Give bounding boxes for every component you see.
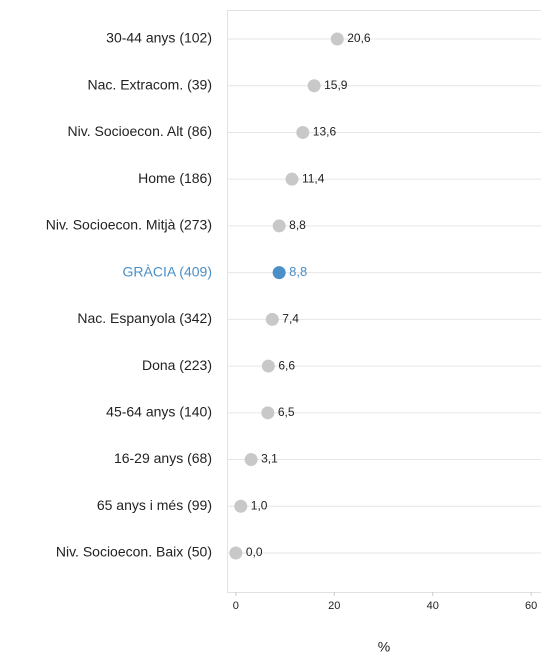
y-tick-label: Dona (223) bbox=[142, 357, 212, 373]
y-tick-label: Niv. Socioecon. Alt (86) bbox=[68, 123, 212, 139]
dot bbox=[285, 172, 299, 186]
value-label: 6,6 bbox=[278, 358, 295, 372]
dot bbox=[234, 499, 248, 513]
y-tick-label: 45-64 anys (140) bbox=[106, 404, 212, 420]
value-label: 7,4 bbox=[282, 312, 299, 326]
dot bbox=[261, 359, 275, 373]
dot bbox=[272, 266, 286, 280]
y-tick-label: Nac. Extracom. (39) bbox=[88, 76, 212, 92]
plot-frame bbox=[227, 10, 541, 593]
y-tick-label: 16-29 anys (68) bbox=[114, 450, 212, 466]
value-label: 6,5 bbox=[278, 405, 295, 419]
x-tick-label: 40 bbox=[427, 600, 439, 612]
value-label: 13,6 bbox=[313, 125, 337, 139]
dot bbox=[272, 219, 286, 233]
value-label: 8,8 bbox=[289, 218, 306, 232]
y-tick-label: Niv. Socioecon. Mitjà (273) bbox=[46, 217, 212, 233]
y-tick-label: 65 anys i més (99) bbox=[97, 497, 212, 513]
y-tick-label: 30-44 anys (102) bbox=[106, 30, 212, 46]
dot bbox=[261, 406, 275, 420]
x-tick-label: 60 bbox=[525, 600, 537, 612]
dot bbox=[229, 546, 243, 560]
dot bbox=[244, 453, 258, 467]
value-label: 15,9 bbox=[324, 78, 348, 92]
y-tick-label: Nac. Espanyola (342) bbox=[77, 310, 212, 326]
dot bbox=[307, 79, 321, 93]
y-tick-label: GRÀCIA (409) bbox=[123, 263, 212, 279]
y-tick-label: Niv. Socioecon. Baix (50) bbox=[56, 544, 212, 560]
value-label: 1,0 bbox=[251, 498, 268, 512]
value-label: 0,0 bbox=[246, 545, 263, 559]
y-tick-label: Home (186) bbox=[138, 170, 212, 186]
x-axis-label: % bbox=[378, 639, 390, 654]
value-label: 8,8 bbox=[289, 264, 307, 279]
dot bbox=[330, 32, 344, 46]
value-label: 3,1 bbox=[261, 452, 278, 466]
dot bbox=[296, 125, 310, 139]
value-label: 20,6 bbox=[347, 31, 371, 45]
x-tick-label: 20 bbox=[328, 600, 340, 612]
value-label: 11,4 bbox=[302, 171, 325, 185]
dot bbox=[265, 312, 279, 326]
x-tick-label: 0 bbox=[233, 600, 239, 612]
